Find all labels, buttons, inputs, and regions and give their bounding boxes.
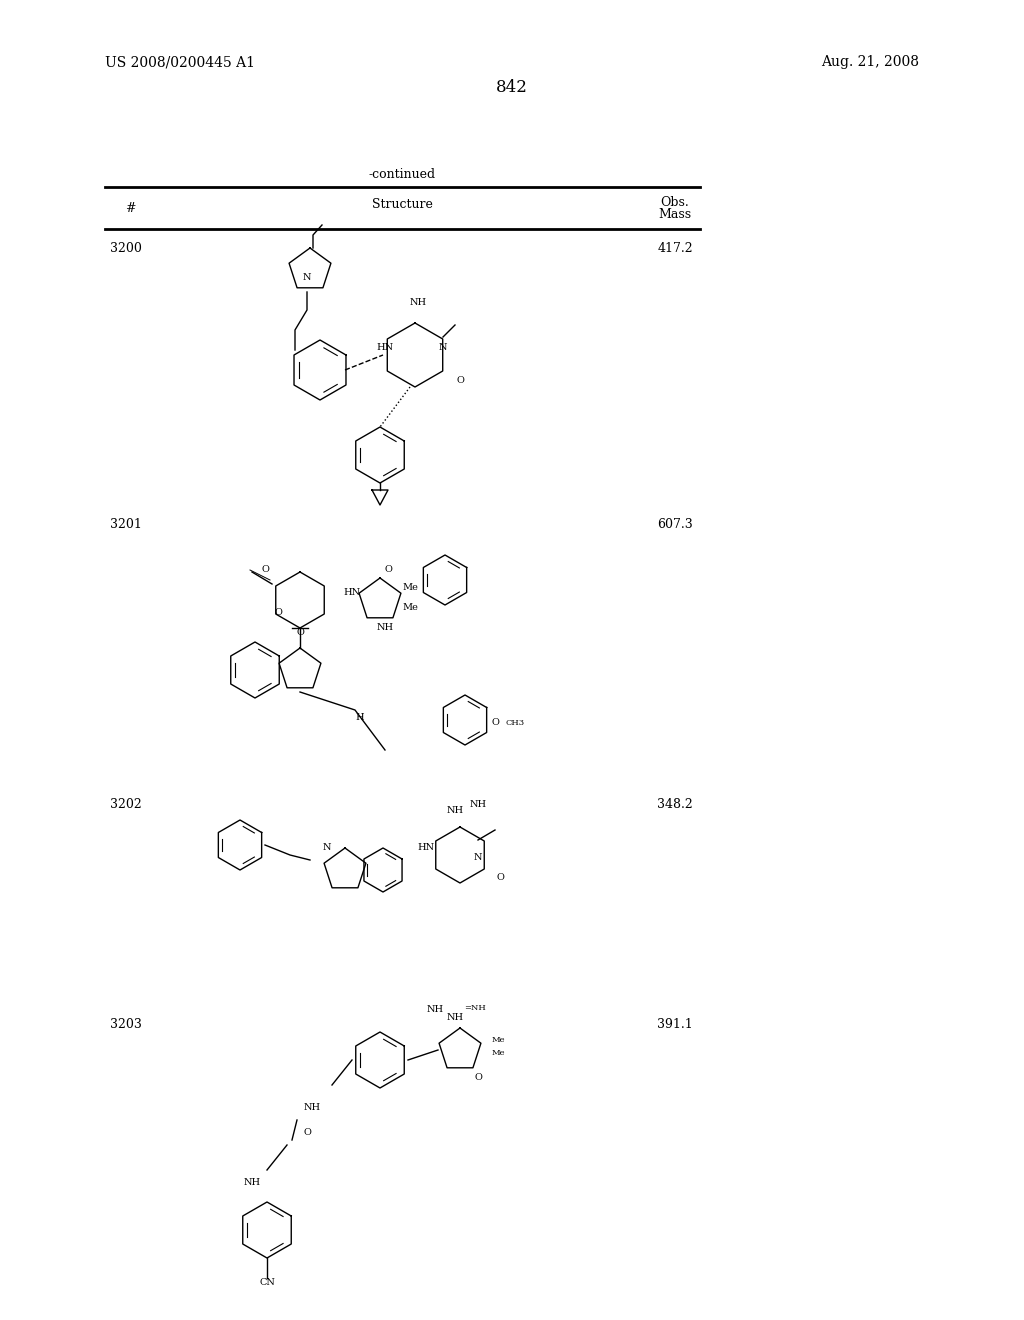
Text: NH: NH	[469, 800, 486, 809]
Text: Me: Me	[492, 1036, 506, 1044]
Text: Me: Me	[402, 583, 418, 591]
Text: N: N	[303, 273, 311, 282]
Text: Mass: Mass	[658, 207, 691, 220]
Text: O: O	[384, 565, 392, 574]
Text: Aug. 21, 2008: Aug. 21, 2008	[821, 55, 919, 69]
Text: H: H	[355, 713, 365, 722]
Text: 348.2: 348.2	[657, 799, 693, 812]
Text: N: N	[438, 343, 447, 352]
Text: 417.2: 417.2	[657, 243, 693, 256]
Text: O: O	[492, 718, 499, 727]
Text: NH: NH	[426, 1005, 443, 1014]
Text: 3202: 3202	[110, 799, 141, 812]
Text: NH: NH	[446, 807, 464, 814]
Text: -continued: -continued	[369, 169, 436, 181]
Text: Obs.: Obs.	[660, 195, 689, 209]
Text: Me: Me	[492, 1049, 506, 1057]
Text: O: O	[456, 376, 464, 385]
Text: 3203: 3203	[110, 1019, 142, 1031]
Text: N: N	[323, 843, 331, 851]
Text: N: N	[474, 853, 482, 862]
Text: NH: NH	[410, 298, 427, 308]
Text: O: O	[496, 873, 504, 882]
Text: Structure: Structure	[372, 198, 433, 210]
Text: 607.3: 607.3	[657, 519, 693, 532]
Text: HN: HN	[418, 843, 434, 851]
Text: HN: HN	[343, 587, 360, 597]
Text: US 2008/0200445 A1: US 2008/0200445 A1	[105, 55, 255, 69]
Text: NH: NH	[303, 1104, 321, 1111]
Text: 3200: 3200	[110, 243, 142, 256]
Text: 842: 842	[496, 79, 528, 96]
Text: O: O	[303, 1129, 311, 1137]
Text: 391.1: 391.1	[657, 1019, 693, 1031]
Text: O: O	[261, 565, 269, 574]
Text: O: O	[474, 1073, 482, 1082]
Text: NH: NH	[377, 623, 393, 632]
Text: NH: NH	[446, 1012, 464, 1022]
Text: HN: HN	[377, 343, 393, 352]
Text: Me: Me	[402, 603, 418, 612]
Text: #: #	[125, 202, 135, 215]
Text: =NH: =NH	[464, 1005, 485, 1012]
Text: CN: CN	[259, 1278, 274, 1287]
Text: CH3: CH3	[506, 719, 524, 727]
Text: NH: NH	[244, 1177, 260, 1187]
Text: O: O	[274, 609, 282, 616]
Text: O: O	[296, 628, 304, 638]
Text: 3201: 3201	[110, 519, 142, 532]
